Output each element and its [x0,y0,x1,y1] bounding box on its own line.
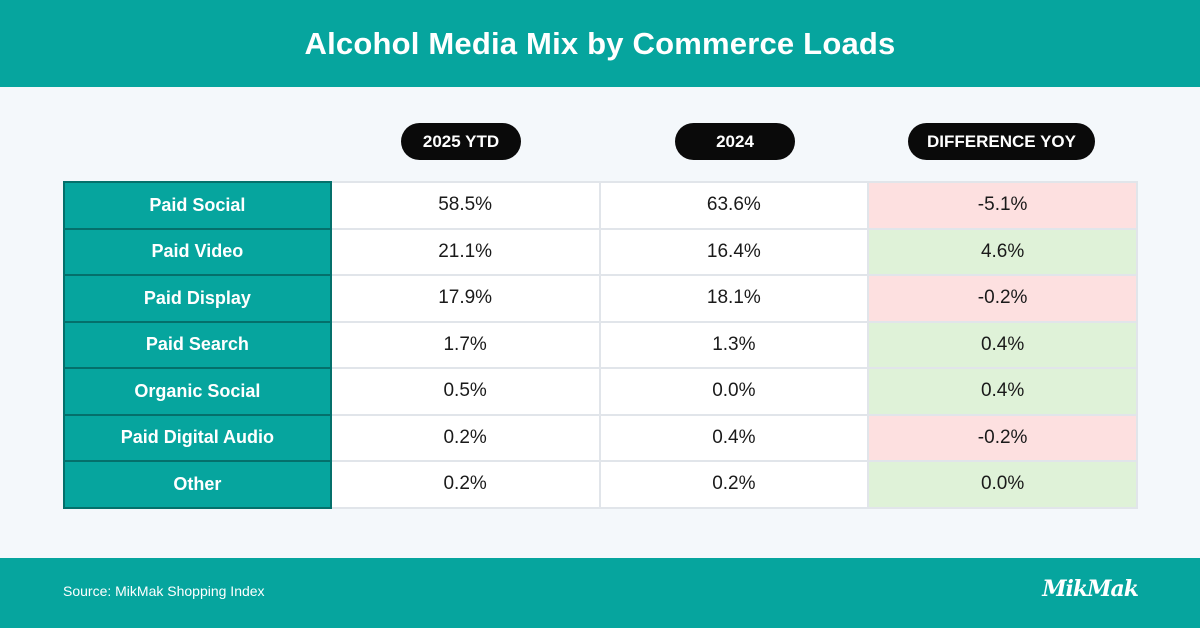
cell-2024: 0.4% [598,413,870,462]
cell-2025-ytd: 1.7% [329,320,601,369]
cell-2024: 0.0% [598,367,870,416]
column-header-2025-ytd: 2025 YTD [401,123,521,160]
source-note: Source: MikMak Shopping Index [63,583,265,599]
table-row: Other 0.2% 0.2% 0.0% [63,460,1138,509]
cell-difference-yoy: -0.2% [867,413,1138,462]
cell-2025-ytd: 21.1% [329,227,601,276]
cell-2024: 18.1% [598,274,870,323]
mikmak-logo: MikMak [1042,576,1139,602]
table-row: Paid Display 17.9% 18.1% -0.2% [63,274,1138,323]
row-label: Paid Search [63,320,332,369]
row-label: Paid Digital Audio [63,413,332,462]
cell-2024: 63.6% [598,181,870,230]
cell-difference-yoy: 0.4% [867,367,1138,416]
cell-2025-ytd: 17.9% [329,274,601,323]
page-title: Alcohol Media Mix by Commerce Loads [304,25,896,61]
table-row: Paid Social 58.5% 63.6% -5.1% [63,181,1138,230]
column-header-2024: 2024 [675,123,795,160]
row-label: Paid Video [63,227,332,276]
row-label: Paid Social [63,181,332,230]
cell-difference-yoy: 0.0% [867,460,1138,509]
cell-difference-yoy: 4.6% [867,227,1138,276]
cell-2025-ytd: 58.5% [329,181,601,230]
column-header-difference-yoy: DIFFERENCE YOY [908,123,1095,160]
media-mix-table: Paid Social 58.5% 63.6% -5.1% Paid Video 21.1… [63,181,1138,509]
cell-2024: 0.2% [598,460,870,509]
row-label: Other [63,460,332,509]
table-row: Paid Digital Audio 0.2% 0.4% -0.2% [63,413,1138,462]
table-row: Paid Video 21.1% 16.4% 4.6% [63,227,1138,276]
cell-2025-ytd: 0.2% [329,413,601,462]
cell-difference-yoy: -5.1% [867,181,1138,230]
table-row: Organic Social 0.5% 0.0% 0.4% [63,367,1138,416]
cell-2025-ytd: 0.2% [329,460,601,509]
header-banner: Alcohol Media Mix by Commerce Loads [0,0,1200,87]
table-row: Paid Search 1.7% 1.3% 0.4% [63,320,1138,369]
cell-2024: 16.4% [598,227,870,276]
cell-difference-yoy: -0.2% [867,274,1138,323]
cell-2024: 1.3% [598,320,870,369]
cell-difference-yoy: 0.4% [867,320,1138,369]
row-label: Paid Display [63,274,332,323]
footer-banner: Source: MikMak Shopping Index MikMak [0,558,1200,628]
cell-2025-ytd: 0.5% [329,367,601,416]
row-label: Organic Social [63,367,332,416]
